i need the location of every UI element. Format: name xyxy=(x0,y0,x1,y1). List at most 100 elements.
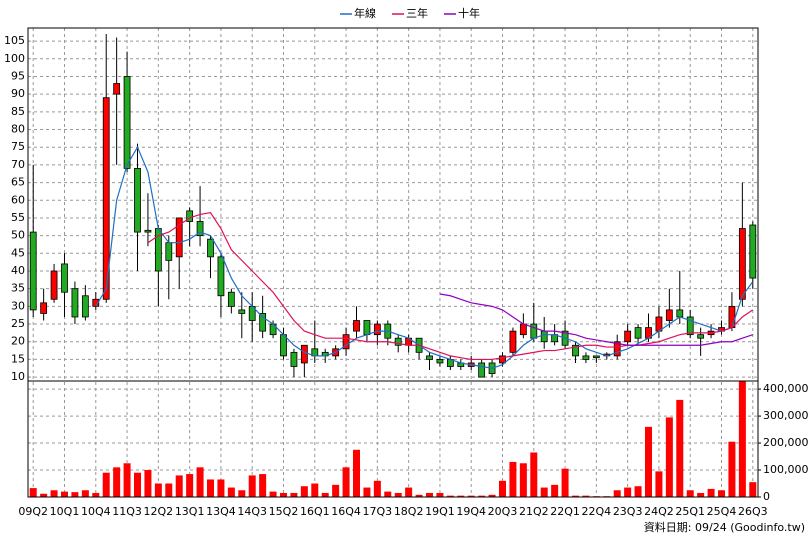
volume-bar xyxy=(426,492,433,497)
x-tick-label: 17Q3 xyxy=(363,505,393,518)
volume-bar xyxy=(467,495,475,497)
candle-body xyxy=(207,238,214,258)
y-tick-label: 200,000 xyxy=(763,436,808,449)
candle-body xyxy=(123,76,131,169)
volume-bar xyxy=(50,490,58,497)
candle-body xyxy=(175,217,183,258)
y-tick-label: 20 xyxy=(11,335,25,348)
y-tick-label: 85 xyxy=(11,105,25,118)
volume-bar xyxy=(655,471,663,497)
candle-body xyxy=(478,362,486,378)
volume-bar xyxy=(509,461,517,497)
volume-bar xyxy=(92,492,100,497)
volume-bar xyxy=(436,492,444,497)
y-tick-label: 35 xyxy=(11,282,25,295)
candle-body xyxy=(50,270,58,300)
volume-bar xyxy=(561,468,569,497)
volume-bar xyxy=(665,417,673,497)
volume-bar xyxy=(540,487,548,497)
y-tick-label: 0 xyxy=(763,490,770,503)
y-tick-label: 50 xyxy=(11,229,25,242)
legend-label: 年線 xyxy=(354,6,376,20)
volume-bar xyxy=(405,487,413,497)
volume-bar xyxy=(551,484,559,497)
candle-body xyxy=(519,323,527,336)
volume-bar xyxy=(446,495,454,497)
volume-bar xyxy=(227,487,235,497)
volume-bar xyxy=(645,426,652,497)
candle-body xyxy=(196,221,204,237)
x-tick-label: 13Q4 xyxy=(206,505,236,518)
volume-bar xyxy=(342,467,350,497)
y-tick-label: 95 xyxy=(11,69,25,82)
candle-body xyxy=(113,83,121,95)
volume-bar xyxy=(749,482,757,497)
volume-bar xyxy=(40,493,48,497)
volume-bar xyxy=(373,480,381,497)
x-tick-label: 16Q4 xyxy=(331,505,361,518)
volume-bar xyxy=(154,483,162,497)
x-tick-label: 13Q1 xyxy=(175,505,205,518)
volume-bar xyxy=(613,490,621,497)
volume-bar xyxy=(165,483,173,497)
volume-bar xyxy=(321,492,329,497)
x-tick-label: 19Q1 xyxy=(425,505,455,518)
volume-bar xyxy=(311,483,319,497)
y-tick-label: 70 xyxy=(11,158,25,171)
candle-body xyxy=(728,305,736,328)
volume-bar xyxy=(624,487,632,497)
y-tick-label: 25 xyxy=(11,317,25,330)
candle-body xyxy=(676,309,684,318)
y-tick-label: 300,000 xyxy=(763,409,808,422)
candle-body xyxy=(373,323,381,336)
volume-bar xyxy=(71,492,79,497)
volume-bar xyxy=(519,463,527,497)
candle-body xyxy=(738,228,746,300)
volume-bar xyxy=(248,475,256,497)
volume-bar xyxy=(488,494,496,497)
volume-bar xyxy=(81,490,89,497)
ma-line xyxy=(95,145,754,369)
candle-body xyxy=(134,168,141,233)
y-tick-label: 90 xyxy=(11,87,25,100)
x-tick-label: 10Q1 xyxy=(50,505,80,518)
volume-bar xyxy=(280,492,287,497)
plot-background xyxy=(28,28,758,497)
volume-bar xyxy=(29,488,37,497)
y-tick-label: 55 xyxy=(11,211,25,224)
candle-body xyxy=(582,355,590,360)
candle-body xyxy=(426,355,433,360)
volume-bar xyxy=(238,490,246,497)
candle-body xyxy=(227,291,235,307)
candle-body xyxy=(436,359,444,364)
volume-bar xyxy=(300,486,308,497)
panel-border xyxy=(27,380,759,498)
candle-body xyxy=(613,341,621,357)
volume-bar xyxy=(686,490,694,497)
volume-bar xyxy=(207,479,214,497)
candle-body xyxy=(186,210,194,222)
candle-body xyxy=(238,309,246,314)
candle-body xyxy=(540,330,548,343)
volume-bar xyxy=(457,495,465,497)
volume-bar xyxy=(634,486,642,497)
volume-bar xyxy=(572,495,579,497)
volume-bar xyxy=(707,488,715,497)
candle-body xyxy=(144,229,152,233)
candle-body xyxy=(499,355,506,364)
y-tick-label: 45 xyxy=(11,246,25,259)
y-tick-label: 40 xyxy=(11,264,25,277)
volume-bar xyxy=(196,467,204,497)
y-tick-label: 100,000 xyxy=(763,463,808,476)
candle-body xyxy=(686,316,694,336)
x-tick-label: 26Q3 xyxy=(738,505,768,518)
volume-bar xyxy=(415,494,423,497)
volume-bar xyxy=(384,491,392,497)
candle-body xyxy=(749,224,757,279)
candle-body xyxy=(394,337,402,346)
source-note: 資料日期: 09/24 (Goodinfo.tw) xyxy=(644,520,805,534)
ma-line xyxy=(147,211,754,361)
y-tick-label: 75 xyxy=(11,140,25,153)
volume-bar xyxy=(61,491,68,497)
candle-body xyxy=(697,334,705,339)
